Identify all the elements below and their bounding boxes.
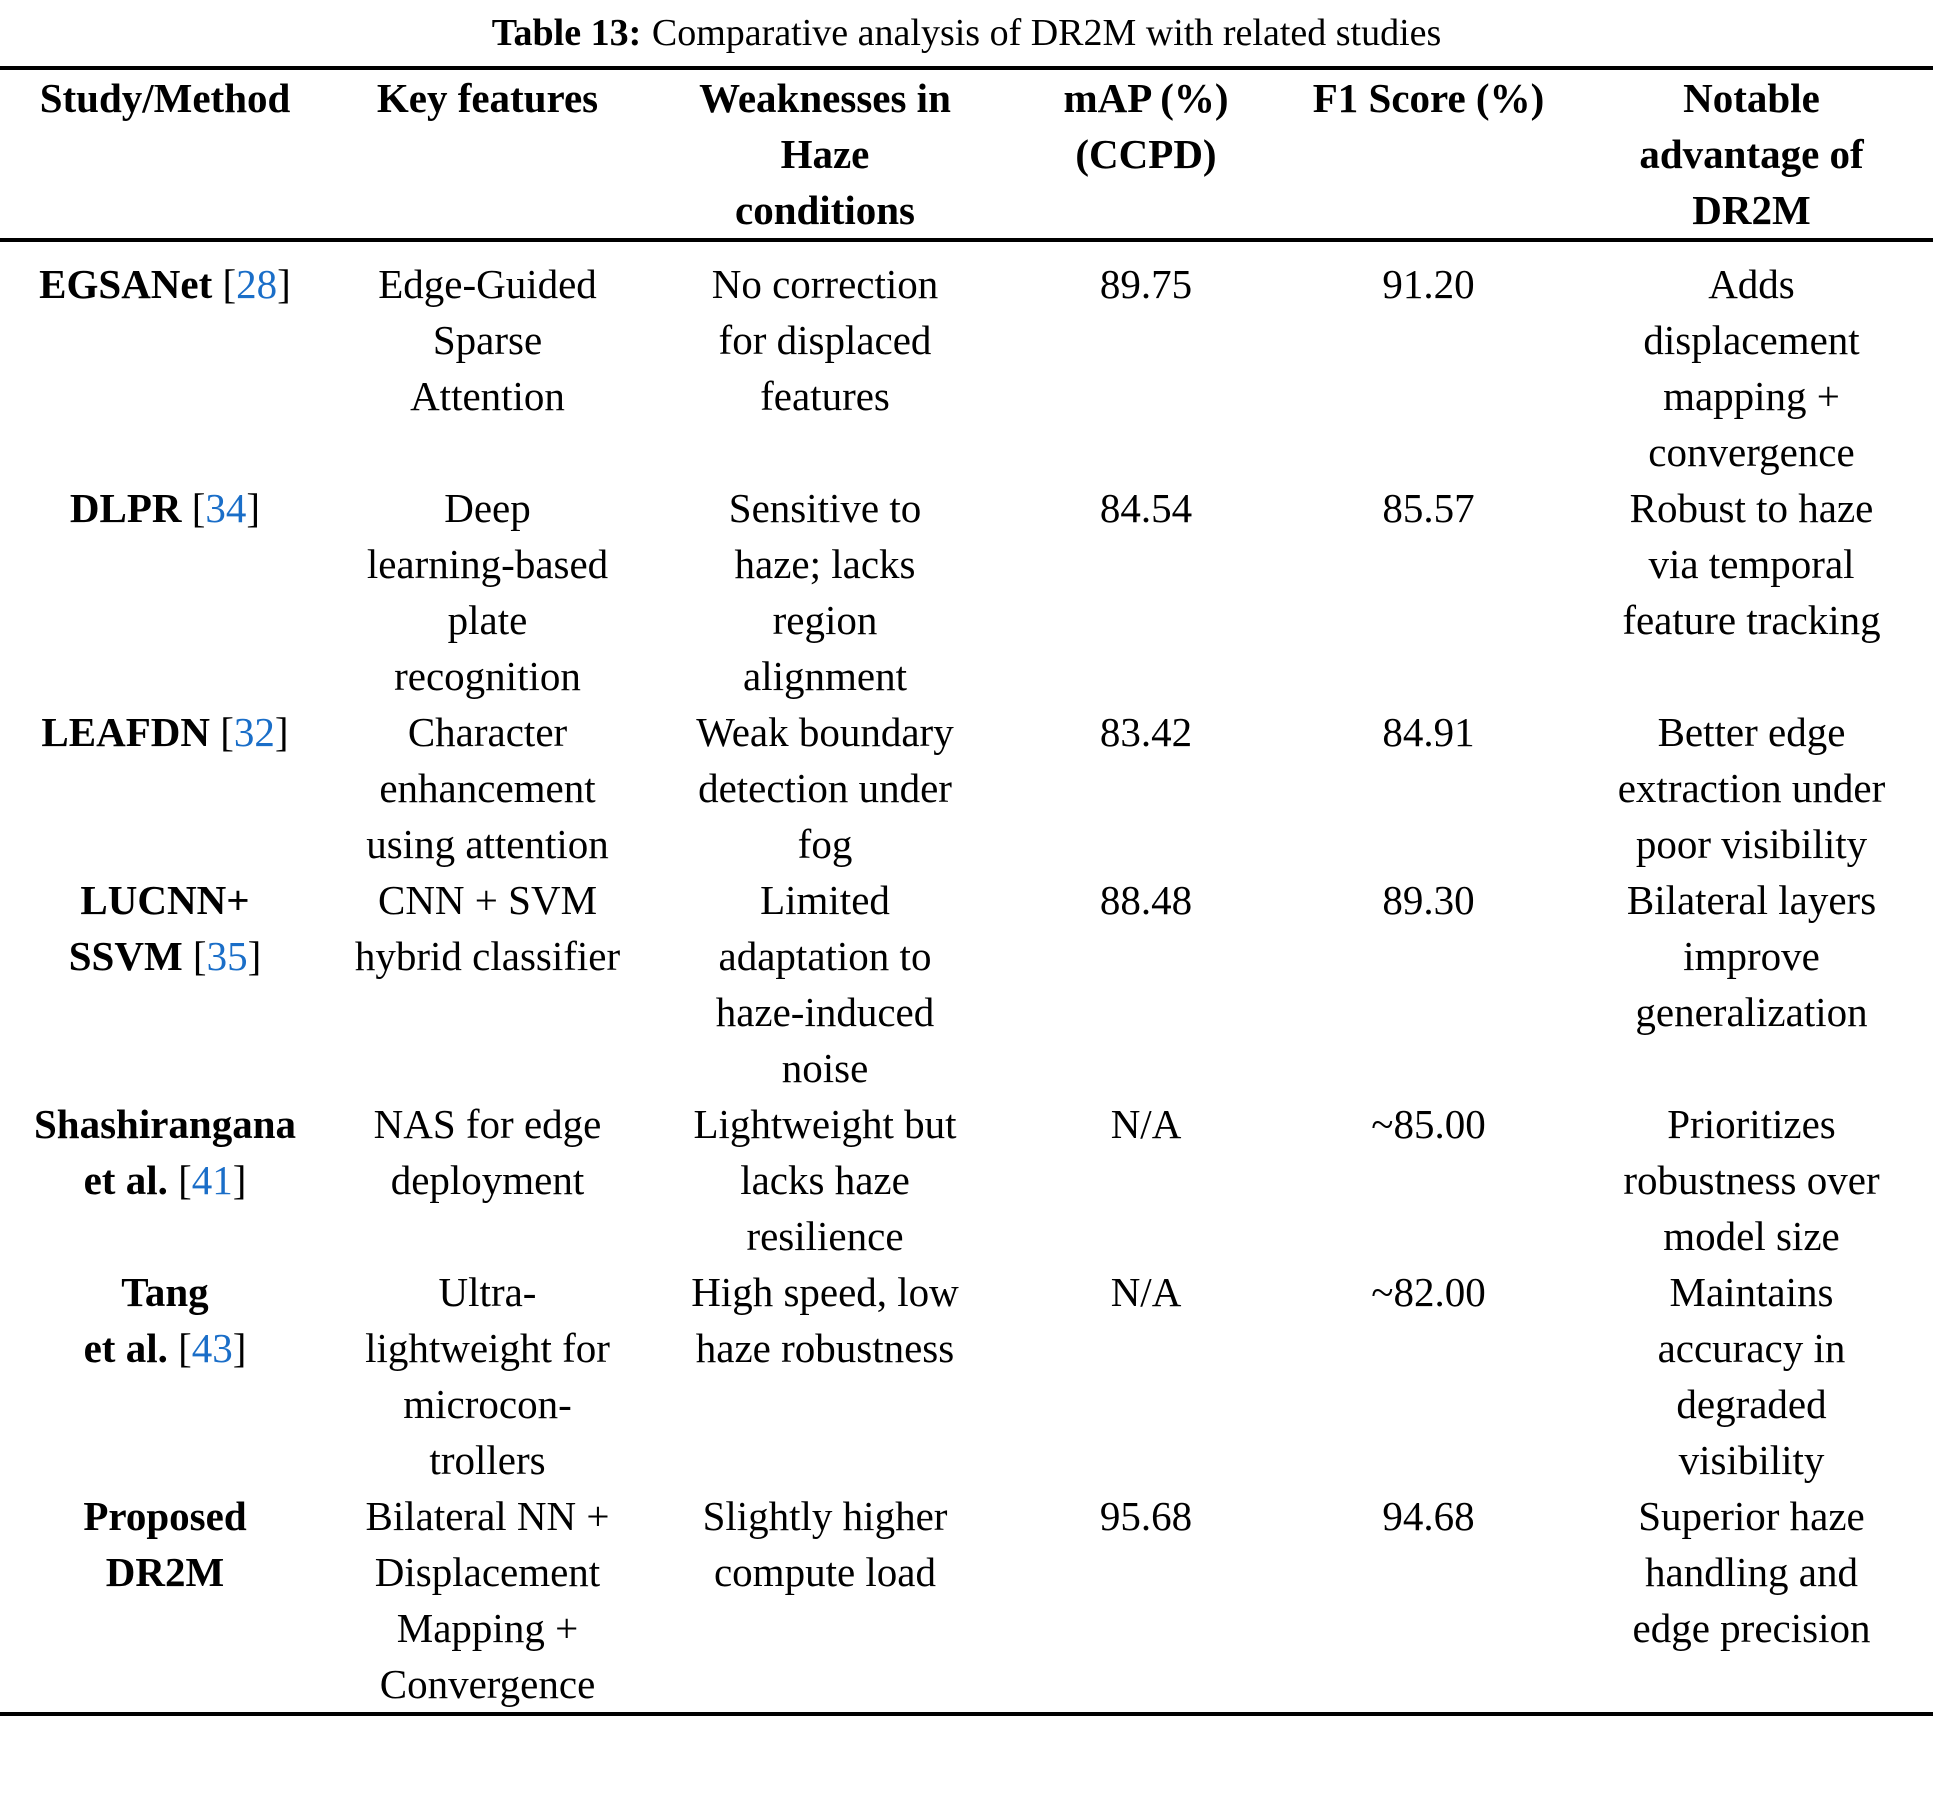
- table-row: DLPR [34] Deep learning-based plate reco…: [0, 480, 1933, 704]
- key-features-cell: Character enhancement using attention: [366, 709, 609, 867]
- study-line: DR2M: [0, 1544, 330, 1600]
- key-features-cell: Deep learning-based plate recognition: [366, 485, 609, 699]
- citation-link[interactable]: 34: [205, 485, 247, 531]
- advantage-cell: Bilateral layers improve generalization: [1626, 877, 1877, 1035]
- study-method-cell: LEAFDN [32]: [0, 704, 330, 872]
- table-header: Study/Method Key features Weaknesses in …: [0, 68, 1933, 242]
- f1-cell: 85.57: [1382, 485, 1475, 531]
- study-name: Shashirangana: [33, 1101, 297, 1147]
- map-cell: 83.42: [1099, 709, 1193, 755]
- study-name: DLPR: [69, 485, 182, 531]
- study-method-cell: Tang et al. [43]: [0, 1264, 330, 1488]
- advantage-cell: Better edge extraction under poor visibi…: [1617, 709, 1886, 867]
- table-row: EGSANet [28] Edge-Guided Sparse Attentio…: [0, 240, 1933, 480]
- study-line: DLPR [34]: [69, 485, 261, 531]
- study-line: et al. [43]: [83, 1325, 247, 1371]
- caption-label: Table 13:: [491, 12, 642, 54]
- study-line: LEAFDN [32]: [41, 709, 289, 755]
- col-header-notable-advantage: Notable advantage of DR2M: [1570, 68, 1933, 242]
- study-name: SSVM: [68, 933, 183, 979]
- study-line: EGSANet [28]: [39, 261, 291, 307]
- col-header-weaknesses: Weaknesses in Haze conditions: [645, 68, 1005, 242]
- study-line: SSVM [35]: [68, 933, 262, 979]
- study-method-cell: DLPR [34]: [0, 480, 330, 704]
- study-line: Shashirangana: [0, 1096, 330, 1152]
- study-method-cell: Proposed DR2M: [0, 1488, 330, 1714]
- f1-cell: 89.30: [1382, 877, 1475, 923]
- f1-cell: 94.68: [1382, 1493, 1475, 1539]
- study-name: et al.: [83, 1325, 168, 1371]
- map-cell: 84.54: [1099, 485, 1193, 531]
- col-header-study-method: Study/Method: [0, 68, 330, 242]
- f1-cell: ~85.00: [1371, 1101, 1486, 1147]
- advantage-cell: Adds displacement mapping + convergence: [1643, 261, 1860, 475]
- key-features-cell: Edge-Guided Sparse Attention: [378, 261, 597, 419]
- header-row: Study/Method Key features Weaknesses in …: [0, 68, 1933, 242]
- caption-text: Comparative analysis of DR2M with relate…: [651, 12, 1442, 54]
- table-row: LUCNN+ SSVM [35] CNN + SVM hybrid classif…: [0, 872, 1933, 1096]
- advantage-cell: Prioritizes robustness over model size: [1623, 1101, 1880, 1259]
- weaknesses-cell: No correction for displaced features: [711, 261, 939, 419]
- study-line: Tang: [0, 1264, 330, 1320]
- advantage-cell: Robust to haze via temporal feature trac…: [1622, 485, 1881, 643]
- study-method-cell: Shashirangana et al. [41]: [0, 1096, 330, 1264]
- table-row: Tang et al. [43] Ultra- lightweight for m…: [0, 1264, 1933, 1488]
- citation-link[interactable]: 28: [236, 261, 278, 307]
- col-header-key-features: Key features: [330, 68, 645, 242]
- col-header-f1-score: F1 Score (%): [1287, 68, 1570, 242]
- weaknesses-cell: Slightly higher compute load: [702, 1493, 948, 1595]
- table-caption: Table 13: Comparative analysis of DR2M wi…: [0, 10, 1933, 56]
- f1-cell: ~82.00: [1371, 1269, 1486, 1315]
- col-header-map: mAP (%) (CCPD): [1005, 68, 1287, 242]
- weaknesses-cell: Sensitive to haze; lacks region alignmen…: [728, 485, 922, 699]
- map-cell: 95.68: [1099, 1493, 1193, 1539]
- weaknesses-cell: High speed, low haze robustness: [691, 1269, 959, 1371]
- citation-link[interactable]: 41: [191, 1157, 233, 1203]
- key-features-cell: Bilateral NN + Displacement Mapping + Co…: [365, 1493, 610, 1707]
- study-name: EGSANet: [39, 261, 213, 307]
- study-name: LUCNN+: [80, 877, 250, 923]
- key-features-cell: NAS for edge deployment: [373, 1101, 602, 1203]
- citation-link[interactable]: 35: [206, 933, 248, 979]
- study-line: et al. [41]: [83, 1157, 247, 1203]
- advantage-cell: Superior haze handling and edge precisio…: [1632, 1493, 1871, 1651]
- weaknesses-cell: Limited adaptation to haze-induced noise: [715, 877, 935, 1091]
- study-name: Proposed: [83, 1493, 247, 1539]
- f1-cell: 91.20: [1382, 261, 1475, 307]
- weaknesses-cell: Weak boundary detection under fog: [696, 709, 954, 867]
- map-cell: 88.48: [1099, 877, 1193, 923]
- citation-link[interactable]: 43: [191, 1325, 233, 1371]
- study-name: LEAFDN: [41, 709, 210, 755]
- study-method-cell: EGSANet [28]: [0, 240, 330, 480]
- key-features-cell: CNN + SVM hybrid classifier: [354, 877, 621, 979]
- weaknesses-cell: Lightweight but lacks haze resilience: [693, 1101, 957, 1259]
- table-row: LEAFDN [32] Character enhancement using …: [0, 704, 1933, 872]
- study-method-cell: LUCNN+ SSVM [35]: [0, 872, 330, 1096]
- key-features-cell: Ultra- lightweight for microcon- troller…: [365, 1269, 610, 1483]
- citation-link[interactable]: 32: [233, 709, 275, 755]
- map-cell: 89.75: [1099, 261, 1193, 307]
- advantage-cell: Maintains accuracy in degraded visibilit…: [1657, 1269, 1846, 1483]
- study-name: Tang: [121, 1269, 209, 1315]
- study-line: Proposed: [0, 1488, 330, 1544]
- table-body: EGSANet [28] Edge-Guided Sparse Attentio…: [0, 240, 1933, 1714]
- map-cell: N/A: [1110, 1269, 1182, 1315]
- study-name: et al.: [83, 1157, 168, 1203]
- f1-cell: 84.91: [1382, 709, 1475, 755]
- map-cell: N/A: [1110, 1101, 1182, 1147]
- table-row: Proposed DR2M Bilateral NN + Displacement…: [0, 1488, 1933, 1714]
- comparison-table: Study/Method Key features Weaknesses in …: [0, 66, 1933, 1716]
- study-line: LUCNN+: [0, 872, 330, 928]
- study-name: DR2M: [105, 1549, 225, 1595]
- table-row: Shashirangana et al. [41] NAS for edge de…: [0, 1096, 1933, 1264]
